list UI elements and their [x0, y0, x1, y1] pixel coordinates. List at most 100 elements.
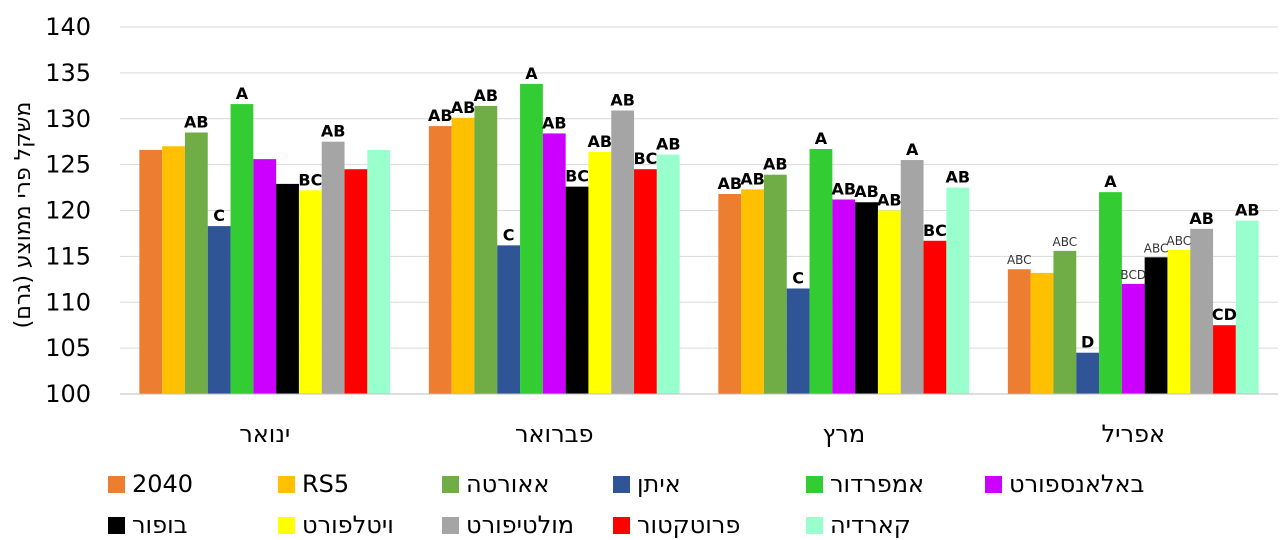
data-label: ABC	[1144, 241, 1169, 255]
y-tick-label: 140	[45, 13, 91, 41]
data-label: CD	[1212, 305, 1237, 324]
bar	[276, 183, 299, 394]
data-label: AB	[474, 86, 499, 105]
y-tick-label: 115	[45, 242, 91, 270]
data-label: AB	[854, 182, 879, 201]
data-label: AB	[740, 169, 765, 188]
y-tick-label: 110	[45, 288, 91, 316]
data-label: ABC	[1053, 235, 1078, 249]
data-label: ABC	[1167, 234, 1192, 248]
bar	[763, 174, 787, 394]
bar	[634, 169, 657, 394]
bar	[832, 199, 856, 394]
y-tick-label: 125	[45, 151, 91, 179]
data-label: AB	[717, 174, 742, 193]
y-axis-ticks: 100 105 110 115 120 125 130 135 140	[45, 13, 91, 408]
data-label: A	[236, 84, 249, 103]
bar	[298, 190, 322, 394]
legend-swatch	[613, 517, 630, 534]
legend-swatch	[108, 517, 125, 534]
data-label: AB	[542, 113, 567, 132]
bar	[474, 105, 498, 394]
legend-swatch	[985, 476, 1002, 493]
bar	[1235, 220, 1259, 394]
bar	[923, 240, 947, 394]
bars	[139, 83, 1259, 395]
legend-label: בופור	[132, 511, 188, 539]
bar	[588, 151, 612, 394]
legend-label: 2040	[132, 470, 193, 498]
legend-label: RS5	[302, 470, 349, 498]
bar	[497, 245, 521, 394]
bar	[877, 210, 901, 394]
category-label: ינואר	[239, 420, 290, 448]
legend-label: באלאנספורט	[1009, 470, 1144, 498]
data-label: BCD	[1120, 268, 1146, 282]
bar	[809, 149, 833, 394]
data-label: BC	[633, 149, 657, 168]
legend-swatch	[278, 517, 295, 534]
y-axis-label: משקל פרי ממוצע (גרם)	[11, 102, 36, 329]
y-tick-label: 135	[45, 59, 91, 87]
data-label: AB	[321, 122, 346, 141]
bar	[451, 117, 475, 395]
bar	[900, 160, 924, 394]
bar	[542, 133, 566, 394]
legend-swatch	[278, 476, 295, 493]
legend-swatch	[442, 517, 459, 534]
data-label: BC	[565, 167, 589, 186]
bar	[1190, 228, 1214, 394]
data-labels: ABCABCABABABABCAABBCABABBCABABABABCAABAB…	[184, 64, 1259, 352]
data-label: BC	[298, 170, 322, 189]
data-label: A	[1104, 172, 1117, 191]
bar	[139, 149, 163, 394]
data-label: A	[525, 64, 538, 83]
category-label: אפריל	[1101, 420, 1165, 448]
data-label: C	[503, 225, 515, 244]
bar	[1099, 192, 1122, 394]
bar	[1121, 283, 1145, 394]
bar	[428, 126, 452, 394]
data-label: A	[906, 140, 919, 159]
bar	[207, 226, 231, 394]
data-label: AB	[451, 98, 476, 117]
bar	[656, 154, 680, 394]
bar	[718, 193, 742, 394]
bar	[367, 149, 391, 394]
bar	[786, 288, 810, 394]
data-label: AB	[428, 106, 453, 125]
y-tick-label: 130	[45, 105, 91, 133]
data-label: A	[815, 129, 828, 148]
data-label: AB	[656, 135, 681, 154]
category-label: מרץ	[822, 420, 865, 448]
bar	[321, 141, 345, 394]
bar	[611, 110, 635, 395]
data-label: D	[1081, 333, 1094, 352]
data-label: AB	[610, 90, 635, 109]
bar	[1167, 249, 1191, 394]
legend-swatch	[613, 476, 630, 493]
legend: 2040 RS5 אאורטה איתן אמפרדור באלאנספורט בופור ו…	[108, 470, 1144, 539]
category-label: פברואר	[515, 420, 594, 448]
y-tick-label: 100	[45, 380, 91, 408]
data-label: AB	[763, 155, 788, 174]
bar	[253, 159, 277, 394]
bar	[741, 189, 764, 394]
data-label: AB	[877, 191, 902, 210]
y-tick-label: 105	[45, 334, 91, 362]
legend-swatch	[108, 476, 125, 493]
data-label: BC	[923, 221, 947, 240]
legend-swatch	[442, 476, 459, 493]
legend-label: פרוטקטור	[637, 511, 740, 539]
bar	[565, 186, 589, 394]
legend-label: קארדיה	[830, 511, 911, 539]
data-label: AB	[588, 132, 613, 151]
legend-label: איתן	[637, 470, 681, 498]
bar	[1144, 257, 1168, 394]
data-label: C	[213, 206, 225, 225]
data-label: AB	[831, 179, 856, 198]
category-labels: ינואר פברואר מרץ אפריל	[239, 420, 1165, 448]
bar	[230, 104, 254, 394]
data-label: ABC	[1007, 253, 1032, 267]
